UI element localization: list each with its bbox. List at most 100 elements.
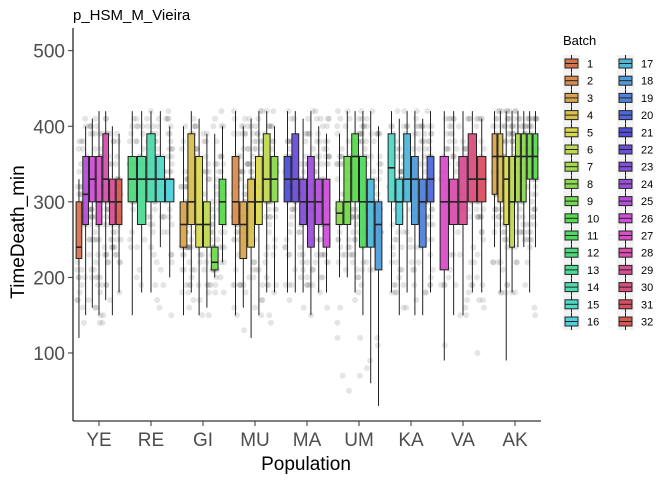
data-point bbox=[259, 297, 266, 304]
data-point bbox=[199, 251, 206, 258]
data-point bbox=[400, 229, 407, 236]
data-point bbox=[513, 259, 520, 266]
data-point bbox=[197, 251, 203, 258]
data-point bbox=[520, 123, 527, 130]
box-VA-batch-31 bbox=[477, 118, 487, 293]
data-point bbox=[521, 236, 528, 243]
box-body bbox=[374, 201, 383, 271]
box-YE-batch-1 bbox=[75, 179, 83, 338]
data-point bbox=[258, 297, 265, 304]
data-point bbox=[75, 145, 82, 152]
data-point bbox=[509, 123, 516, 130]
box-body bbox=[291, 133, 300, 203]
data-point bbox=[473, 115, 480, 122]
data-point bbox=[79, 304, 86, 311]
box-MU-batch-8 bbox=[270, 126, 279, 293]
data-point bbox=[346, 244, 353, 251]
data-point bbox=[152, 282, 159, 288]
data-point bbox=[345, 138, 352, 145]
data-point bbox=[416, 145, 422, 152]
data-point bbox=[397, 168, 403, 175]
data-point bbox=[107, 297, 114, 304]
legend-label: 16 bbox=[587, 317, 599, 329]
data-point bbox=[239, 130, 246, 137]
data-point bbox=[408, 259, 415, 266]
data-point bbox=[267, 213, 273, 220]
data-point bbox=[300, 304, 307, 311]
data-point bbox=[398, 266, 405, 273]
data-point bbox=[212, 115, 218, 122]
data-point bbox=[337, 161, 344, 167]
legend-item-17: 17 bbox=[617, 55, 653, 72]
legend-item-28: 28 bbox=[617, 244, 653, 262]
data-point bbox=[505, 130, 512, 137]
box-UM-batch-18 bbox=[374, 126, 383, 406]
data-point bbox=[460, 145, 467, 152]
box-AK-batch-7 bbox=[515, 111, 521, 248]
data-point bbox=[305, 130, 312, 137]
data-point bbox=[266, 229, 273, 236]
box-RE-batch-12 bbox=[127, 111, 137, 316]
data-point bbox=[165, 115, 171, 122]
data-point bbox=[265, 206, 272, 213]
data-point bbox=[92, 274, 99, 281]
box-MA-batch-26 bbox=[322, 133, 331, 293]
data-point bbox=[264, 244, 271, 251]
box-body bbox=[231, 155, 240, 226]
data-point bbox=[78, 138, 85, 145]
box-GI-batch-4 bbox=[187, 111, 196, 293]
data-point bbox=[282, 282, 289, 288]
data-point bbox=[494, 206, 501, 213]
data-point bbox=[201, 138, 207, 145]
data-point bbox=[313, 115, 320, 122]
data-point bbox=[165, 153, 172, 160]
data-point bbox=[413, 297, 420, 304]
data-point bbox=[517, 115, 524, 122]
data-point bbox=[286, 282, 292, 288]
data-point bbox=[220, 161, 227, 167]
data-point bbox=[359, 130, 366, 137]
data-point bbox=[445, 274, 452, 281]
y-tick-label: 100 bbox=[33, 344, 65, 365]
legend-item-19: 19 bbox=[617, 89, 653, 107]
legend-label: 22 bbox=[641, 145, 653, 157]
data-point bbox=[230, 282, 237, 288]
data-point bbox=[168, 221, 175, 228]
box-VA-batch-28 bbox=[448, 111, 459, 316]
legend-label: 9 bbox=[587, 196, 593, 208]
data-point bbox=[466, 115, 473, 122]
data-point bbox=[415, 130, 421, 137]
data-point bbox=[403, 304, 410, 311]
data-point bbox=[128, 130, 135, 137]
box-YE-batch-25 bbox=[82, 126, 89, 316]
legend-item-23: 23 bbox=[617, 158, 653, 176]
data-point bbox=[304, 259, 310, 266]
data-point bbox=[115, 138, 122, 145]
box-body bbox=[247, 178, 255, 248]
data-point bbox=[464, 297, 471, 304]
data-point bbox=[531, 206, 538, 213]
data-point bbox=[92, 304, 99, 311]
box-UM-batch-11 bbox=[359, 111, 367, 316]
data-point bbox=[134, 123, 141, 130]
data-point bbox=[199, 312, 206, 319]
legend-item-30: 30 bbox=[617, 278, 653, 296]
data-point bbox=[528, 123, 535, 130]
x-tick-label: VA bbox=[451, 430, 475, 451]
data-point bbox=[492, 123, 499, 130]
data-point bbox=[453, 168, 460, 175]
box-body bbox=[136, 155, 147, 226]
data-point bbox=[450, 251, 457, 258]
box-AK-batch-6 bbox=[509, 111, 515, 293]
data-point bbox=[144, 115, 151, 122]
data-point bbox=[179, 289, 186, 296]
box-MA-batch-23 bbox=[299, 118, 308, 293]
box-GI-batch-10 bbox=[218, 126, 227, 263]
data-point bbox=[88, 213, 95, 220]
data-point bbox=[429, 266, 436, 273]
data-point bbox=[127, 244, 134, 251]
data-point bbox=[415, 123, 422, 130]
data-point bbox=[424, 108, 431, 115]
data-point bbox=[92, 304, 99, 311]
data-point bbox=[103, 251, 110, 258]
